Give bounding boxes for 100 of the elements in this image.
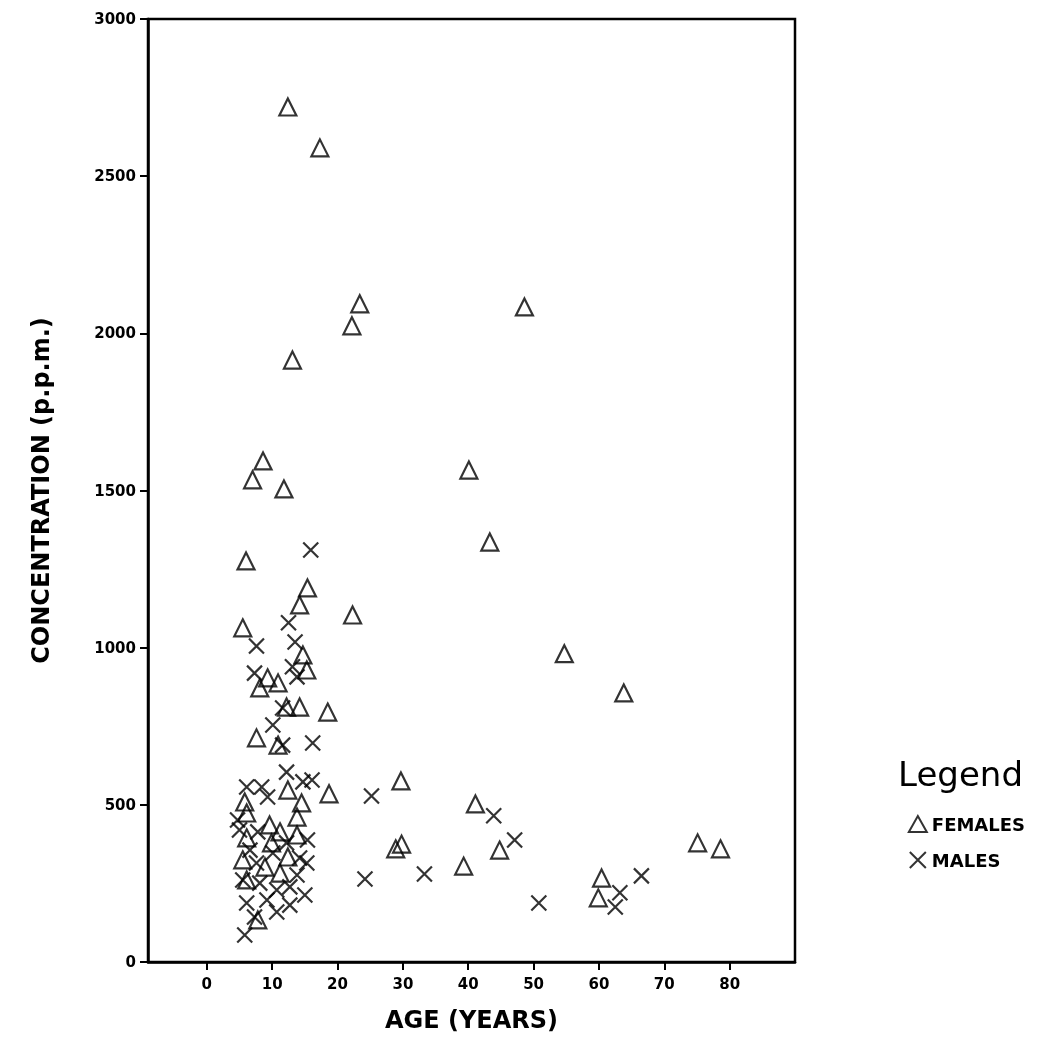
point	[253, 451, 273, 471]
point	[251, 874, 269, 892]
point	[514, 297, 535, 317]
point	[485, 807, 503, 825]
point	[276, 697, 297, 717]
point	[362, 787, 381, 805]
y-axis-title: CONCENTRATION (p.p.m.)	[27, 317, 55, 664]
point	[710, 839, 731, 859]
y-tick-label: 2500	[94, 167, 136, 186]
point	[391, 771, 411, 791]
point	[614, 683, 634, 703]
point	[391, 834, 412, 854]
point	[554, 644, 574, 664]
point	[296, 886, 314, 904]
point	[234, 871, 252, 889]
legend-label: MALES	[931, 849, 1001, 871]
x-tick-label: 20	[327, 974, 348, 993]
point	[241, 841, 259, 859]
point	[238, 778, 256, 796]
y-tick-label: 2000	[94, 324, 136, 343]
point	[247, 637, 266, 655]
point	[606, 898, 624, 916]
y-tick-label: 3000	[94, 10, 136, 28]
point	[588, 888, 608, 908]
point	[287, 825, 307, 845]
point	[253, 778, 271, 796]
point	[297, 578, 318, 598]
x-tick-label: 30	[392, 974, 414, 993]
point	[233, 618, 253, 638]
point	[246, 728, 267, 748]
point	[250, 678, 270, 698]
point	[277, 763, 296, 781]
point	[274, 699, 292, 717]
point	[688, 833, 708, 853]
point	[278, 97, 298, 117]
point	[233, 850, 253, 870]
point	[228, 811, 247, 829]
x-tick-label: 60	[588, 974, 610, 993]
point	[259, 788, 277, 806]
point	[236, 551, 256, 571]
point	[264, 716, 282, 734]
point	[530, 894, 548, 912]
point	[279, 614, 298, 632]
point	[268, 881, 286, 899]
x-tick-label: 0	[201, 974, 213, 993]
point	[287, 807, 307, 827]
point	[274, 479, 294, 499]
point	[591, 868, 612, 888]
y-tick-label: 1000	[94, 638, 136, 657]
point	[230, 821, 249, 839]
x-tick-label: 50	[523, 974, 545, 993]
point	[294, 773, 312, 791]
legend-label: FEMALES	[931, 813, 1026, 835]
point	[259, 815, 280, 835]
point	[290, 697, 310, 717]
point	[237, 828, 257, 848]
point	[342, 605, 363, 625]
point	[415, 865, 434, 883]
point	[318, 702, 338, 722]
point	[632, 867, 651, 885]
point	[506, 831, 524, 849]
point	[237, 803, 257, 823]
point	[319, 784, 339, 804]
point	[350, 294, 370, 314]
x-tick-label: 80	[719, 974, 741, 993]
point	[235, 792, 255, 812]
y-tick-label: 1500	[94, 481, 136, 500]
point	[278, 780, 298, 800]
point	[293, 645, 313, 665]
point	[304, 734, 322, 752]
point	[290, 595, 310, 615]
x-tick-label: 70	[653, 974, 675, 993]
point	[611, 884, 629, 902]
point	[278, 847, 298, 867]
point	[264, 844, 282, 862]
point	[286, 633, 304, 651]
point	[298, 854, 316, 872]
point	[386, 839, 406, 859]
point	[248, 910, 268, 930]
point	[310, 138, 330, 158]
y-tick-label: 0	[125, 953, 136, 971]
point	[342, 316, 362, 336]
point	[274, 736, 292, 754]
point	[356, 870, 374, 888]
point	[302, 541, 320, 559]
point	[245, 664, 264, 682]
x-tick-label: 10	[261, 974, 283, 993]
point	[247, 854, 266, 872]
point	[270, 863, 290, 883]
point	[258, 891, 276, 909]
legend-title: Legend	[898, 754, 1024, 794]
point	[465, 794, 486, 814]
x-axis-title: AGE (YEARS)	[384, 1006, 559, 1034]
point	[282, 350, 303, 370]
x-tick-label: 40	[457, 974, 479, 993]
point	[245, 908, 264, 926]
point	[268, 903, 286, 921]
point	[261, 833, 282, 853]
point	[459, 460, 479, 480]
point	[283, 658, 302, 676]
